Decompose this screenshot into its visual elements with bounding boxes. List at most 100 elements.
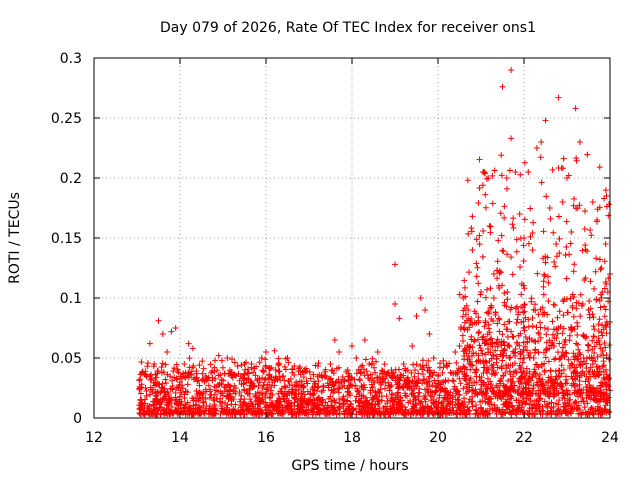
data-point: [593, 296, 600, 303]
data-point: [484, 309, 491, 316]
data-point: [479, 253, 486, 260]
data-point: [330, 397, 337, 404]
data-point: [424, 386, 431, 393]
data-point: [404, 374, 411, 381]
data-point: [475, 280, 482, 287]
data-point: [327, 376, 334, 383]
data-point: [599, 380, 606, 387]
data-point: [256, 375, 263, 382]
data-point: [506, 355, 513, 362]
data-point: [403, 380, 410, 387]
data-point: [587, 396, 594, 403]
data-point: [508, 411, 515, 418]
data-point: [592, 373, 599, 380]
data-point: [424, 411, 431, 418]
data-point: [251, 383, 258, 390]
data-point: [232, 390, 239, 397]
data-point: [492, 371, 499, 378]
data-point: [521, 159, 528, 166]
y-tick-label: 0.3: [60, 51, 82, 67]
data-point: [601, 407, 608, 414]
data-point: [566, 401, 573, 408]
data-point: [555, 410, 562, 417]
data-point: [212, 375, 219, 382]
data-point: [193, 398, 200, 405]
data-point: [362, 356, 369, 363]
data-point: [256, 400, 263, 407]
data-point: [399, 397, 406, 404]
data-point: [597, 266, 604, 273]
data-point: [146, 340, 153, 347]
data-point: [485, 321, 492, 328]
data-point: [257, 408, 264, 415]
data-point: [173, 361, 180, 368]
data-point: [591, 368, 598, 375]
data-point: [556, 250, 563, 257]
data-point: [150, 363, 157, 370]
data-point: [448, 410, 455, 417]
data-point: [462, 311, 469, 318]
data-point: [231, 382, 238, 389]
data-point: [513, 407, 520, 414]
data-point: [497, 351, 504, 358]
data-point: [419, 403, 426, 410]
data-point: [527, 233, 534, 240]
data-point: [482, 339, 489, 346]
data-point: [405, 383, 412, 390]
data-point: [429, 389, 436, 396]
data-point: [301, 410, 308, 417]
data-point: [520, 346, 527, 353]
data-point: [254, 407, 261, 414]
data-point: [169, 377, 176, 384]
data-point: [206, 394, 213, 401]
data-point: [501, 321, 508, 328]
data-point: [465, 353, 472, 360]
data-point: [603, 399, 610, 406]
data-point: [246, 370, 253, 377]
data-point: [553, 335, 560, 342]
data-point: [438, 404, 445, 411]
data-point: [489, 343, 496, 350]
data-point: [255, 382, 262, 389]
data-point: [241, 375, 248, 382]
data-point: [275, 355, 282, 362]
x-tick-label: 22: [515, 430, 533, 446]
data-point: [333, 411, 340, 418]
data-point: [478, 347, 485, 354]
data-point: [589, 405, 596, 412]
data-point: [567, 240, 574, 247]
data-point: [556, 340, 563, 347]
data-point: [328, 387, 335, 394]
data-point: [285, 359, 292, 366]
data-point: [582, 378, 589, 385]
data-point: [529, 315, 536, 322]
data-point: [499, 390, 506, 397]
data-point: [182, 401, 189, 408]
data-point: [402, 410, 409, 417]
data-point: [560, 366, 567, 373]
data-point: [464, 177, 471, 184]
data-point: [529, 229, 536, 236]
data-point: [333, 365, 340, 372]
data-point: [556, 397, 563, 404]
data-point: [583, 373, 590, 380]
data-point: [190, 405, 197, 412]
data-point: [498, 172, 505, 179]
data-point: [507, 362, 514, 369]
data-point: [468, 336, 475, 343]
data-point: [269, 411, 276, 418]
data-point: [506, 167, 513, 174]
data-point: [425, 405, 432, 412]
data-point: [349, 406, 356, 413]
data-point: [508, 135, 515, 142]
data-point: [313, 388, 320, 395]
data-point: [335, 389, 342, 396]
data-point: [558, 383, 565, 390]
data-point: [480, 333, 487, 340]
data-point: [207, 386, 214, 393]
data-point: [513, 319, 520, 326]
data-point: [488, 380, 495, 387]
data-point: [219, 405, 226, 412]
data-point: [178, 408, 185, 415]
data-point: [556, 356, 563, 363]
